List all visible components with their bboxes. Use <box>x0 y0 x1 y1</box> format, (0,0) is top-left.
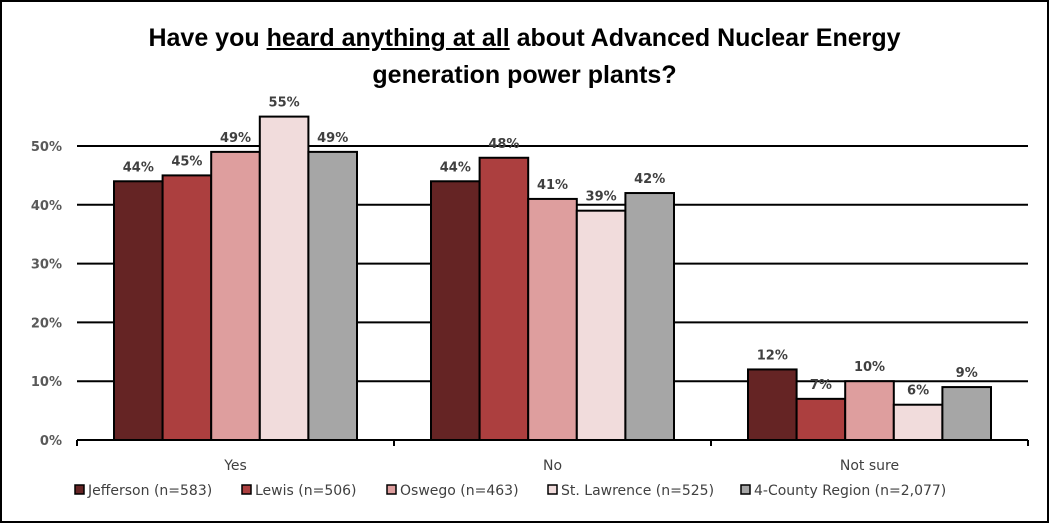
y-tick-label: 50% <box>31 140 62 155</box>
y-tick-label: 40% <box>31 199 62 214</box>
legend-label: St. Lawrence (n=525) <box>561 483 714 499</box>
legend-label: Lewis (n=506) <box>255 483 357 499</box>
y-tick-label: 10% <box>31 375 62 390</box>
data-label: 10% <box>854 360 885 375</box>
data-label: 44% <box>123 160 154 175</box>
data-label: 42% <box>634 172 665 187</box>
y-tick-label: 20% <box>31 316 62 331</box>
data-label: 39% <box>586 190 617 205</box>
x-category-label: No <box>543 458 562 474</box>
bar <box>161 174 213 441</box>
bar <box>113 180 164 441</box>
data-label: 7% <box>810 378 832 393</box>
data-label: 45% <box>171 154 202 169</box>
data-label: 12% <box>757 348 788 363</box>
bar <box>307 150 358 441</box>
bar <box>892 403 944 441</box>
bar <box>747 368 798 441</box>
legend-label: Jefferson (n=583) <box>87 483 212 499</box>
x-category-label: Yes <box>223 458 247 474</box>
bar <box>527 197 578 441</box>
bar <box>430 180 481 441</box>
data-label: 48% <box>488 137 519 152</box>
data-label: 41% <box>537 178 568 193</box>
legend-label: Oswego (n=463) <box>400 483 519 499</box>
bar <box>478 156 530 441</box>
title-underlined: heard anything at all <box>266 24 510 52</box>
legend-swatch <box>547 484 558 495</box>
y-tick-label: 0% <box>40 434 62 449</box>
bar <box>258 115 310 441</box>
chart-title: Have you heard anything at all about Adv… <box>0 20 1049 94</box>
bar <box>575 209 627 441</box>
title-part: Have you <box>148 24 267 52</box>
bar <box>795 397 847 441</box>
legend-swatch <box>74 484 85 495</box>
data-label: 9% <box>956 366 978 381</box>
legend-swatch <box>241 484 252 495</box>
title-line2: generation power plants? <box>372 61 677 89</box>
data-label: 55% <box>269 96 300 111</box>
legend-swatch <box>740 484 751 495</box>
legend-swatch <box>386 484 397 495</box>
legend-label: 4-County Region (n=2,077) <box>754 483 946 499</box>
x-category-label: Not sure <box>840 458 899 474</box>
bar <box>941 386 993 441</box>
bar <box>844 380 895 442</box>
data-label: 6% <box>907 384 929 399</box>
bar <box>624 192 676 441</box>
title-part: about Advanced Nuclear Energy <box>509 24 901 52</box>
data-label: 49% <box>220 131 251 146</box>
data-label: 49% <box>317 131 348 146</box>
bar <box>210 150 261 441</box>
data-label: 44% <box>440 160 471 175</box>
y-tick-label: 30% <box>31 258 62 273</box>
